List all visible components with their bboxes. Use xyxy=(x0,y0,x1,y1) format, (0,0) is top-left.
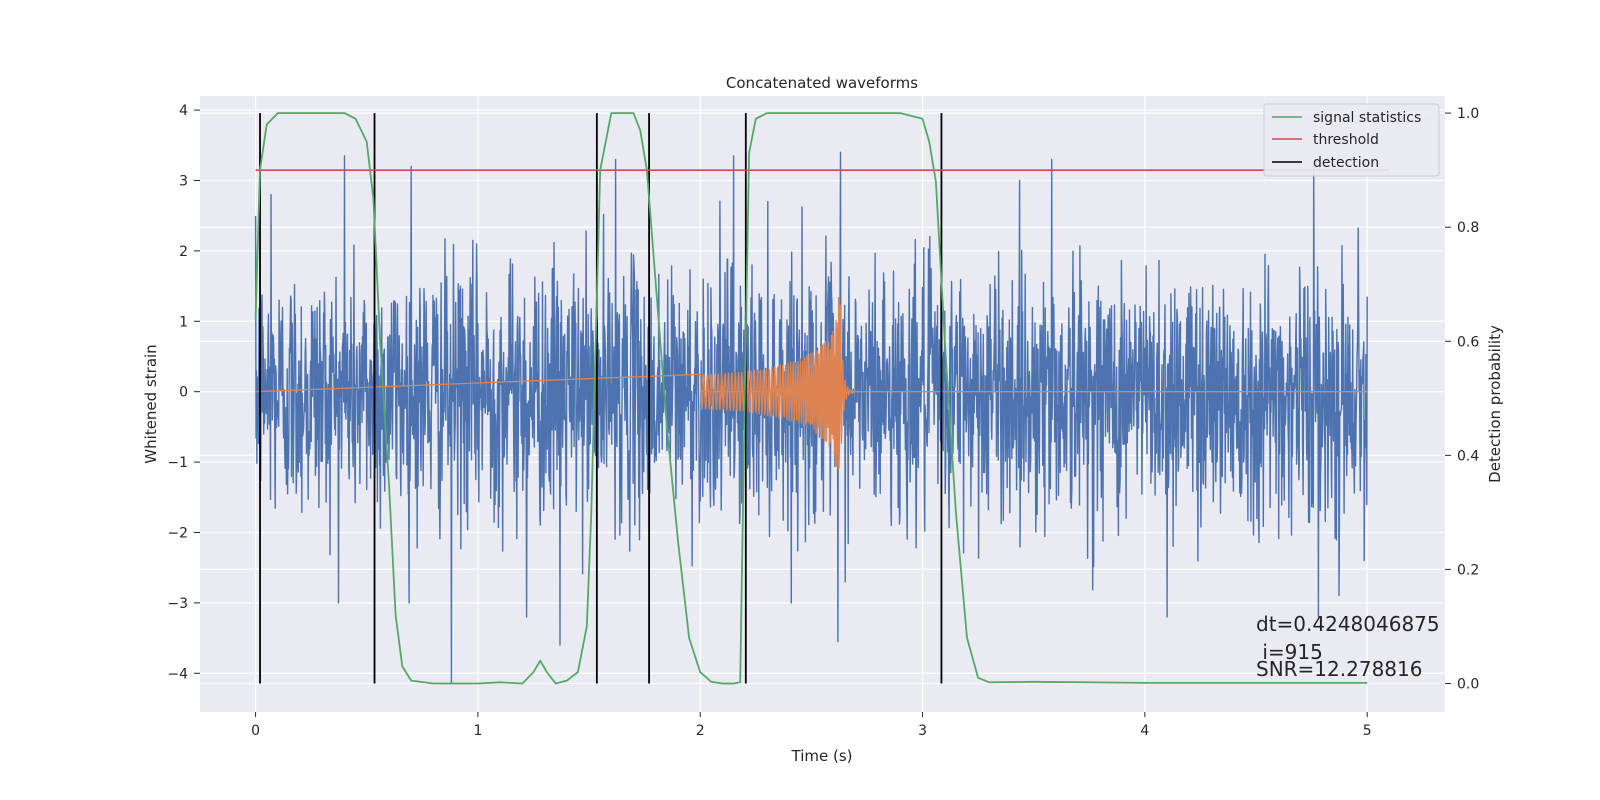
x-tick-label: 4 xyxy=(1140,723,1149,739)
strain-line xyxy=(254,151,1368,685)
y-left-tick-label: 4 xyxy=(179,103,188,119)
strain-series xyxy=(254,151,1368,685)
x-axis-label: Time (s) xyxy=(791,747,853,765)
signal-statistics-series xyxy=(254,112,1368,685)
y-left-tick-label: 3 xyxy=(179,173,188,189)
x-tick-label: 0 xyxy=(251,723,260,739)
legend-label-detection: detection xyxy=(1313,155,1379,171)
y-left-tick-label: −1 xyxy=(167,455,188,471)
y-left-axis-label: Whitened strain xyxy=(142,344,160,463)
y-right-tick-label: 1.0 xyxy=(1457,106,1479,122)
legend-label-signal-statistics: signal statistics xyxy=(1313,110,1421,126)
y-right-tick-label: 0.4 xyxy=(1457,448,1479,464)
x-tick-label: 2 xyxy=(696,723,705,739)
legend-box xyxy=(1263,103,1440,177)
x-tick-label: 3 xyxy=(918,723,927,739)
x-axis-ticks: 0 1 2 3 4 5 xyxy=(251,712,1372,739)
x-tick-label: 5 xyxy=(1363,723,1372,739)
annotation-i: i=915 xyxy=(1256,640,1323,664)
y-left-tick-label: 1 xyxy=(179,314,188,330)
chart-title: Concatenated waveforms xyxy=(726,74,918,92)
detection-series xyxy=(259,113,943,684)
y-left-tick-label: −4 xyxy=(167,666,188,682)
y-left-tick-label: 0 xyxy=(179,385,188,401)
y-right-tick-label: 0.8 xyxy=(1457,220,1479,236)
y-left-tick-label: −3 xyxy=(167,596,188,612)
signal-statistics-line xyxy=(254,112,1368,685)
y-right-axis-label: Detection probability xyxy=(1486,325,1504,483)
y-right-tick-label: 0.2 xyxy=(1457,562,1479,578)
y-left-axis-ticks: 4 3 2 1 0 −1 −2 −3 −4 xyxy=(167,103,200,682)
annotation-dt: dt=0.4248046875 xyxy=(1256,612,1440,636)
legend-label-threshold: threshold xyxy=(1313,132,1379,148)
y-right-axis-ticks: 1.0 0.8 0.6 0.4 0.2 0.0 xyxy=(1445,106,1479,692)
y-right-tick-label: 0.6 xyxy=(1457,334,1479,350)
x-tick-label: 1 xyxy=(473,723,482,739)
y-left-tick-label: −2 xyxy=(167,525,188,541)
chirp-series xyxy=(255,297,1368,470)
y-left-tick-label: 2 xyxy=(179,244,188,260)
annotation-snr: SNR=12.278816 xyxy=(1256,657,1422,681)
legend: signal statistics threshold detection xyxy=(1263,103,1440,177)
y-right-tick-label: 0.0 xyxy=(1457,676,1479,692)
chirp-line xyxy=(255,297,1368,470)
